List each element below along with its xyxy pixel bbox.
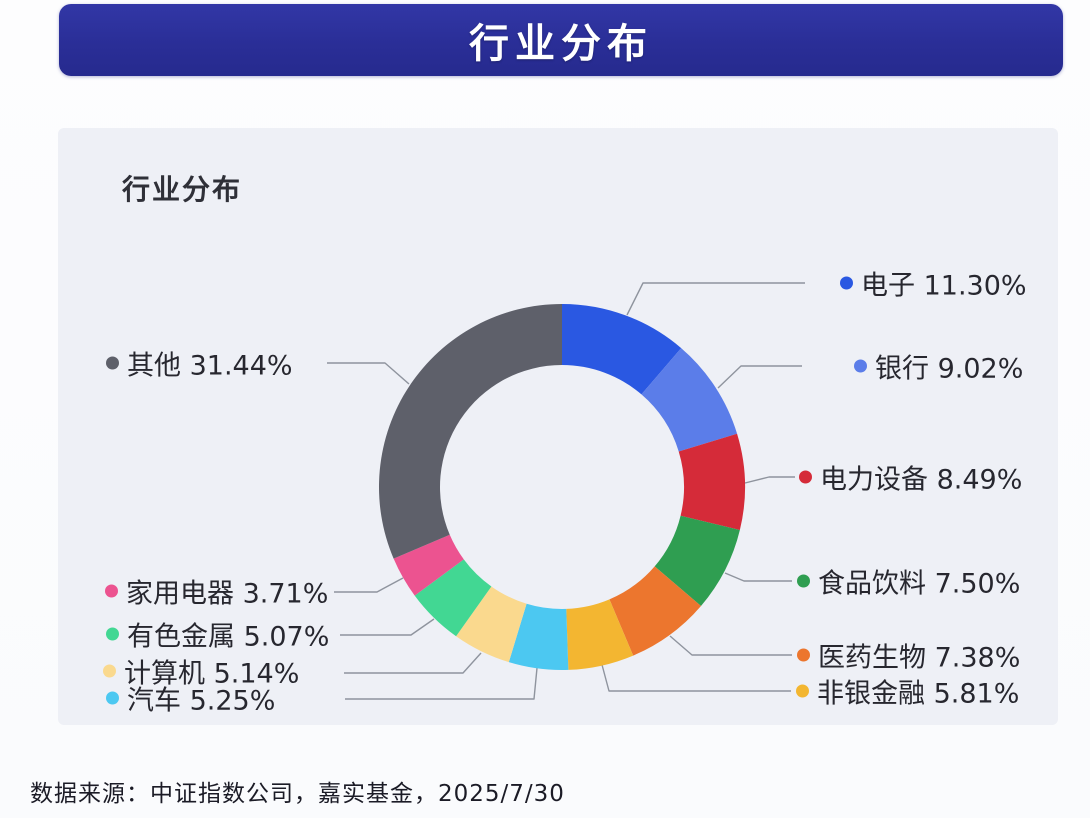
slice-label-text: 有色金属 5.07% <box>127 621 330 653</box>
legend-dot-icon <box>840 276 853 290</box>
slice-label-非银金融: 非银金融 5.81% <box>796 672 1019 711</box>
slice-label-医药生物: 医药生物 7.38% <box>797 636 1020 675</box>
chart-title: 行业分布 <box>122 173 243 206</box>
leader-line-非银金融 <box>600 660 791 692</box>
slice-其他[interactable] <box>378 304 562 559</box>
leader-line-食品饮料 <box>724 572 792 582</box>
leader-line-其他 <box>327 362 410 385</box>
slice-label-text: 电力设备 8.49% <box>820 464 1023 496</box>
legend-dot-icon <box>797 648 810 662</box>
slice-label-text: 电子 11.30% <box>861 270 1027 302</box>
slice-电力设备[interactable] <box>678 433 746 531</box>
slice-label-text: 计算机 5.14% <box>124 658 300 690</box>
legend-dot-icon <box>106 356 119 370</box>
slice-label-食品饮料: 食品饮料 7.50% <box>797 562 1020 601</box>
slice-label-text: 医药生物 7.38% <box>818 642 1021 674</box>
header-title: 行业分布 <box>469 21 653 67</box>
slice-label-银行: 银行 9.02% <box>854 347 1023 386</box>
data-source-text: 数据来源：中证指数公司，嘉实基金，2025/7/30 <box>30 781 565 807</box>
slice-label-text: 汽车 5.25% <box>127 685 276 717</box>
slice-家用电器[interactable] <box>393 534 464 596</box>
slice-label-text: 其他 31.44% <box>127 350 293 382</box>
leader-line-汽车 <box>345 667 538 700</box>
leader-line-家用电器 <box>334 577 404 593</box>
slice-label-家用电器: 家用电器 3.71% <box>105 572 328 611</box>
slice-label-text: 银行 9.02% <box>875 353 1024 385</box>
slice-label-其他: 其他 31.44% <box>106 344 293 383</box>
slice-label-text: 家用电器 3.71% <box>126 578 329 610</box>
slice-label-电力设备: 电力设备 8.49% <box>799 458 1022 497</box>
slice-食品饮料[interactable] <box>654 515 740 607</box>
slice-label-计算机: 计算机 5.14% <box>103 652 299 691</box>
leader-line-电力设备 <box>744 476 795 484</box>
slice-银行[interactable] <box>641 348 738 452</box>
legend-dot-icon <box>103 664 116 678</box>
slice-label-text: 食品饮料 7.50% <box>818 568 1021 600</box>
leader-line-计算机 <box>344 652 482 674</box>
slice-有色金属[interactable] <box>414 559 492 637</box>
slice-汽车[interactable] <box>508 603 569 671</box>
leader-line-有色金属 <box>340 618 435 636</box>
leader-line-银行 <box>717 365 802 389</box>
slice-label-text: 非银金融 5.81% <box>817 678 1020 710</box>
leader-line-电子 <box>626 282 805 316</box>
legend-dot-icon <box>799 470 812 484</box>
slice-label-电子: 电子 11.30% <box>840 264 1027 303</box>
legend-dot-icon <box>105 584 118 598</box>
legend-dot-icon <box>796 684 809 698</box>
legend-dot-icon <box>854 359 867 373</box>
legend-dot-icon <box>106 691 119 705</box>
header-banner: 行业分布 <box>59 4 1063 76</box>
leader-line-医药生物 <box>669 635 792 656</box>
legend-dot-icon <box>106 627 119 641</box>
slice-非银金融[interactable] <box>566 599 634 670</box>
slice-计算机[interactable] <box>456 586 527 663</box>
slice-医药生物[interactable] <box>609 566 701 656</box>
slice-电子[interactable] <box>562 304 682 395</box>
slice-label-有色金属: 有色金属 5.07% <box>106 615 329 654</box>
legend-dot-icon <box>797 574 810 588</box>
slice-label-汽车: 汽车 5.25% <box>106 679 275 718</box>
